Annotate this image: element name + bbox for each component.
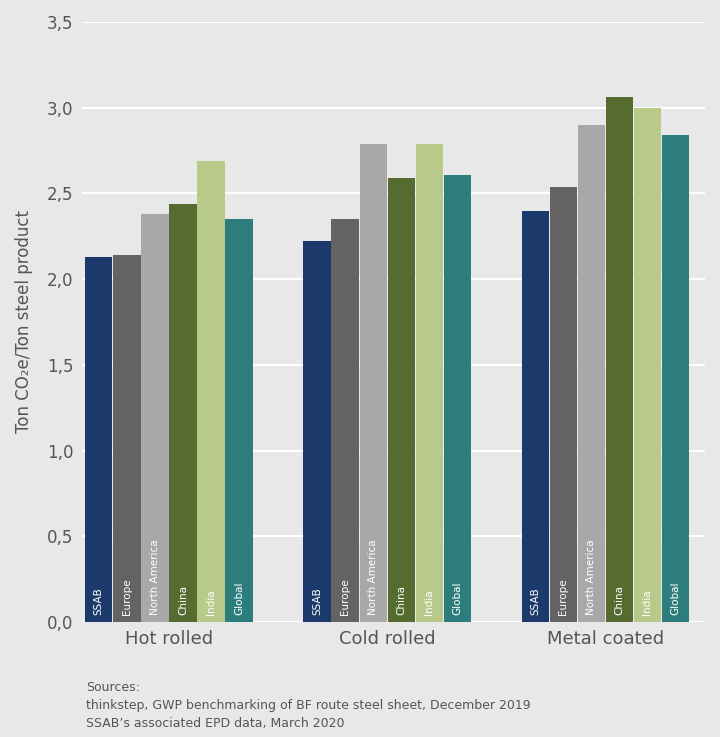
Bar bbox=[577, 125, 605, 622]
Bar bbox=[113, 255, 140, 622]
Bar bbox=[169, 203, 197, 622]
Bar bbox=[521, 211, 549, 622]
Text: India: India bbox=[206, 590, 216, 615]
Text: Europe: Europe bbox=[340, 579, 350, 615]
Text: Sources:
thinkstep, GWP benchmarking of BF route steel sheet, December 2019
SSAB: Sources: thinkstep, GWP benchmarking of … bbox=[86, 681, 531, 730]
Text: North America: North America bbox=[586, 539, 596, 615]
Text: China: China bbox=[614, 585, 624, 615]
Text: Global: Global bbox=[452, 581, 462, 615]
Text: India: India bbox=[642, 590, 652, 615]
Text: SSAB: SSAB bbox=[530, 587, 540, 615]
Bar bbox=[85, 256, 112, 622]
Bar bbox=[549, 186, 577, 622]
Bar bbox=[606, 97, 633, 622]
Bar bbox=[662, 135, 689, 622]
Y-axis label: Ton CO₂e/Ton steel product: Ton CO₂e/Ton steel product bbox=[15, 211, 33, 433]
Text: North America: North America bbox=[368, 539, 378, 615]
Bar bbox=[444, 175, 471, 622]
Text: Global: Global bbox=[670, 581, 680, 615]
Bar bbox=[359, 144, 387, 622]
Text: Europe: Europe bbox=[122, 579, 132, 615]
Bar bbox=[331, 219, 359, 622]
Bar bbox=[197, 161, 225, 622]
Bar bbox=[387, 178, 415, 622]
Bar bbox=[141, 214, 168, 622]
Bar bbox=[415, 144, 443, 622]
Text: China: China bbox=[396, 585, 406, 615]
Text: Global: Global bbox=[234, 581, 244, 615]
Text: India: India bbox=[424, 590, 434, 615]
Text: SSAB: SSAB bbox=[312, 587, 322, 615]
Text: Europe: Europe bbox=[558, 579, 568, 615]
Text: China: China bbox=[178, 585, 188, 615]
Bar bbox=[225, 219, 253, 622]
Bar bbox=[303, 242, 330, 622]
Text: SSAB: SSAB bbox=[94, 587, 104, 615]
Text: North America: North America bbox=[150, 539, 160, 615]
Bar bbox=[634, 108, 661, 622]
